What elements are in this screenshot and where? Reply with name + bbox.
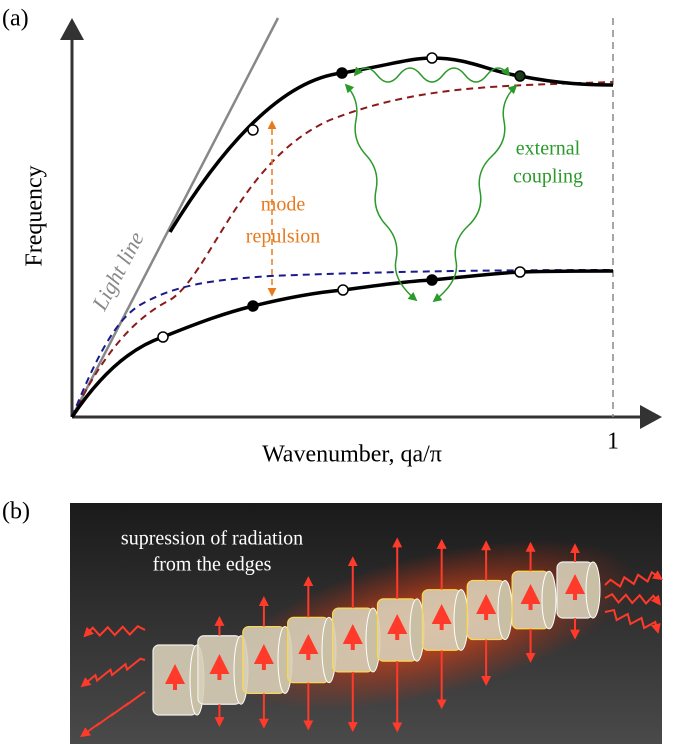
open-point	[426, 52, 438, 64]
panel-label: (a)	[2, 6, 29, 32]
upper-branch	[168, 56, 614, 233]
points	[157, 52, 526, 343]
open-point	[247, 124, 259, 136]
coupling-arrows	[344, 66, 518, 303]
light-line-label: Light line	[86, 227, 149, 315]
filled-point	[247, 300, 259, 312]
cylinder-face	[497, 579, 513, 641]
y-axis-arrow	[60, 18, 84, 40]
caption: supression of radiation	[121, 528, 303, 550]
open-point	[337, 284, 349, 296]
edge-radiation	[604, 608, 661, 634]
edge-radiation	[80, 657, 146, 688]
filled-point	[514, 70, 526, 82]
cylinder-face	[585, 561, 601, 619]
edge-radiation	[80, 691, 146, 738]
panel-label: (b)	[2, 499, 30, 525]
x-axis-label: Wavenumber, qa/π	[262, 442, 442, 468]
wavy-arrow	[344, 83, 418, 302]
annotation: coupling	[513, 166, 583, 188]
edge-radiation	[604, 570, 663, 589]
open-point	[514, 266, 526, 278]
cylinder-face	[541, 570, 557, 630]
x-tick-label: 1	[607, 429, 619, 455]
caption: from the edges	[153, 554, 272, 576]
annotation: external	[516, 138, 581, 160]
edge-radiation	[83, 625, 146, 638]
wavy-arrow	[353, 66, 511, 83]
y-axis-label: Frequency	[22, 165, 48, 266]
x-axis-arrow	[640, 405, 662, 429]
edge-radiation	[604, 592, 661, 606]
cylinder-chain	[80, 537, 663, 738]
wavy-arrow	[432, 84, 518, 303]
filled-point	[336, 67, 348, 79]
light-line	[70, 17, 280, 418]
dashed-photon	[71, 81, 614, 418]
cylinder-face	[453, 589, 469, 651]
filled-point	[426, 274, 438, 286]
annotation: repulsion	[246, 226, 320, 248]
open-point	[157, 331, 169, 343]
annotation: mode	[261, 194, 306, 216]
